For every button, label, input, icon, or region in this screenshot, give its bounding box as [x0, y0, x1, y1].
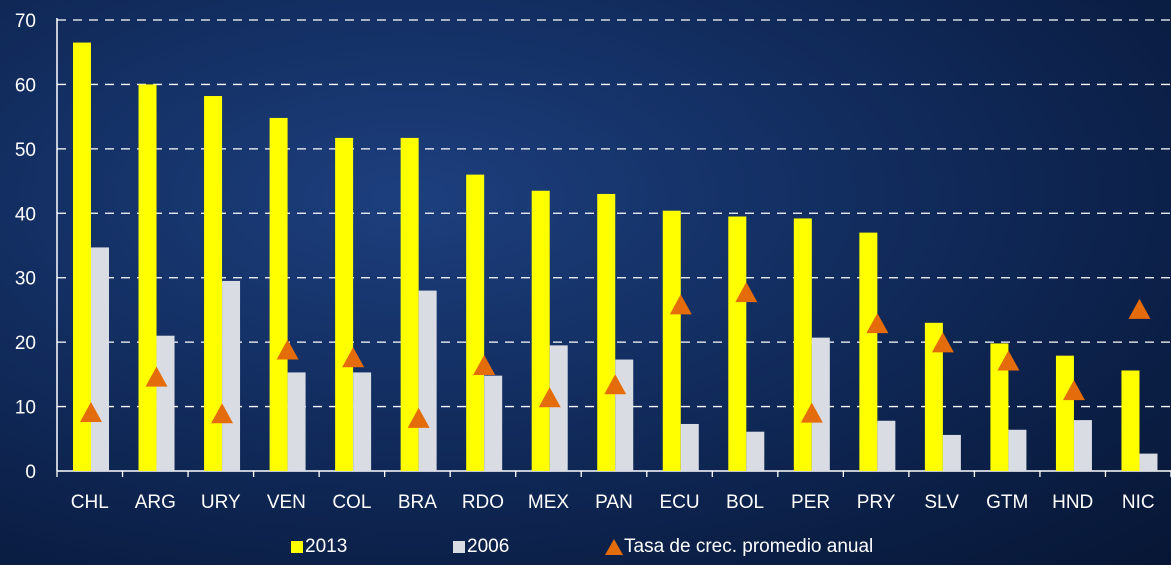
- legend: 2013 2006 Tasa de crec. promedio anual: [0, 536, 1171, 562]
- legend-swatch-2013: [291, 541, 303, 553]
- y-tick-label: 70: [15, 11, 36, 32]
- growth-marker-gtm: [997, 350, 1020, 371]
- legend-item-growth: Tasa de crec. promedio anual: [605, 536, 873, 558]
- bar-2013-gtm: [990, 343, 1009, 471]
- bar-2006-bol: [746, 431, 765, 471]
- bar-2006-ury: [222, 280, 241, 471]
- bar-2006-nic: [1139, 453, 1158, 471]
- bar-2013-slv: [924, 322, 943, 471]
- growth-marker-mex: [538, 387, 561, 408]
- y-tick-label: 30: [15, 269, 36, 290]
- growth-marker-hnd: [1062, 380, 1085, 401]
- x-tick-label: NIC: [1122, 492, 1155, 513]
- x-tick-label: VEN: [267, 492, 306, 513]
- bar-2006-arg: [156, 335, 175, 471]
- y-tick-label: 10: [15, 398, 36, 419]
- growth-marker-bol: [735, 282, 758, 303]
- y-tick-label: 50: [15, 140, 36, 161]
- bar-2006-ecu: [680, 423, 699, 471]
- growth-marker-ury: [211, 403, 234, 424]
- growth-marker-chl: [80, 402, 102, 423]
- growth-marker-rdo: [473, 354, 496, 375]
- bar-2006-pan: [615, 359, 634, 471]
- bar-2013-col: [335, 137, 354, 471]
- x-tick-label: ARG: [135, 492, 176, 513]
- bar-2006-per: [811, 337, 830, 471]
- bar-2013-bol: [728, 216, 747, 471]
- bar-2013-rdo: [466, 174, 485, 471]
- bar-2013-chl: [73, 42, 91, 472]
- x-tick-label: URY: [201, 492, 241, 513]
- x-tick-label: SLV: [924, 492, 959, 513]
- x-tick-label: GTM: [986, 492, 1028, 513]
- bar-2013-per: [793, 218, 812, 471]
- bar-2006-chl: [91, 247, 109, 471]
- bar-2013-pry: [859, 232, 878, 471]
- legend-label-2006: 2006: [467, 536, 510, 557]
- bar-2006-bra: [418, 290, 437, 471]
- bar-2006-slv: [942, 434, 961, 471]
- legend-swatch-2006: [453, 541, 465, 553]
- growth-marker-ecu: [669, 294, 692, 315]
- bar-2013-bra: [400, 137, 419, 471]
- bar-2013-ury: [204, 96, 223, 472]
- bar-2013-mex: [531, 190, 550, 471]
- bar-2013-ven: [269, 117, 288, 471]
- bar-2013-arg: [138, 84, 157, 471]
- bar-2006-ven: [287, 372, 306, 471]
- legend-item-2013: 2013: [291, 536, 347, 558]
- y-tick-label: 40: [15, 204, 36, 225]
- bar-2006-col: [353, 372, 372, 471]
- x-tick-label: BOL: [726, 492, 764, 513]
- x-tick-label: ECU: [659, 492, 699, 513]
- growth-marker-per: [800, 402, 823, 423]
- x-tick-label: COL: [332, 492, 371, 513]
- y-tick-label: 20: [15, 333, 36, 354]
- y-tick-label: 0: [25, 462, 36, 483]
- bar-2013-pan: [597, 193, 616, 471]
- growth-marker-col: [342, 347, 365, 368]
- bar-2006-rdo: [484, 375, 503, 471]
- bar-2013-nic: [1121, 370, 1140, 471]
- bar-2006-gtm: [1008, 429, 1027, 471]
- x-tick-label: MEX: [528, 492, 570, 513]
- bar-2013-hnd: [1055, 355, 1074, 471]
- bar-2006-hnd: [1073, 420, 1092, 471]
- bar-2013-ecu: [662, 210, 681, 472]
- growth-marker-slv: [931, 332, 954, 353]
- x-tick-label: RDO: [462, 492, 504, 513]
- legend-label-growth: Tasa de crec. promedio anual: [624, 536, 874, 557]
- growth-marker-bra: [407, 407, 430, 428]
- y-tick-label: 60: [15, 75, 36, 96]
- x-tick-label: HND: [1052, 492, 1093, 513]
- growth-marker-ven: [276, 339, 299, 360]
- growth-marker-arg: [145, 366, 168, 387]
- legend-label-2013: 2013: [305, 536, 348, 557]
- legend-triangle-icon: [605, 539, 623, 555]
- growth-marker-pan: [604, 374, 627, 395]
- x-tick-label: PRY: [857, 492, 896, 513]
- x-tick-label: BRA: [398, 492, 437, 513]
- bar-2006-pry: [877, 420, 896, 471]
- legend-item-2006: 2006: [453, 536, 509, 558]
- x-tick-label: PAN: [595, 492, 633, 513]
- x-tick-label: CHL: [71, 492, 109, 513]
- growth-marker-pry: [866, 313, 889, 334]
- growth-marker-nic: [1128, 298, 1151, 319]
- bar-2006-mex: [549, 345, 568, 471]
- x-tick-label: PER: [791, 492, 830, 513]
